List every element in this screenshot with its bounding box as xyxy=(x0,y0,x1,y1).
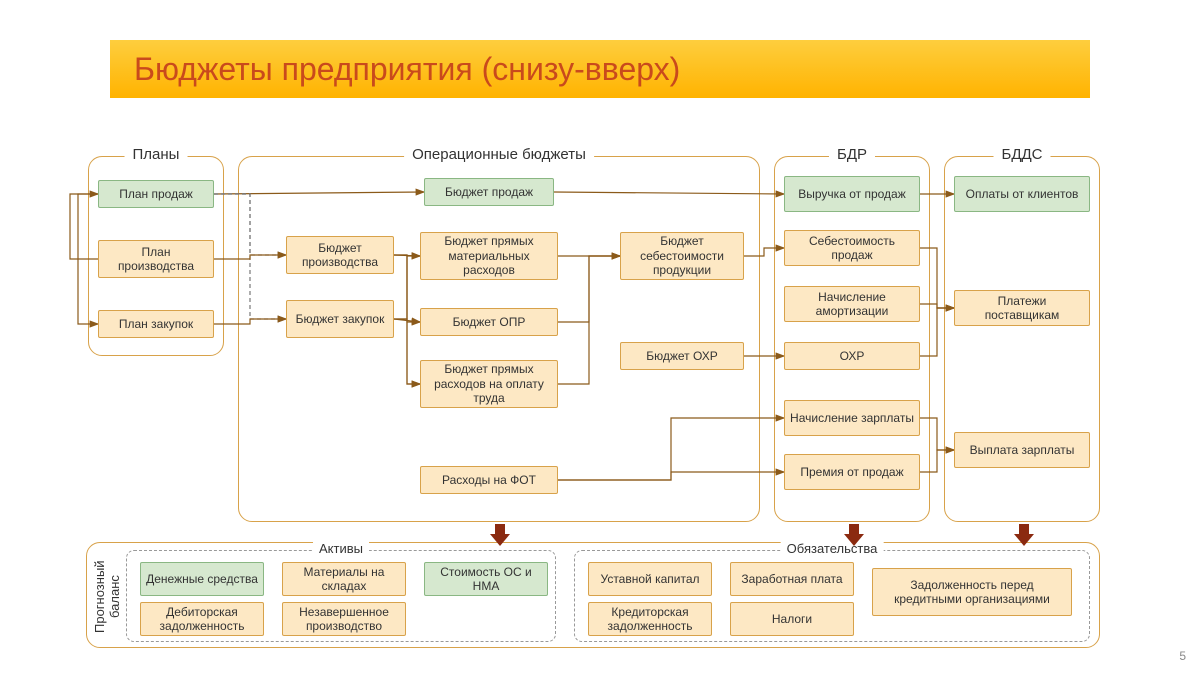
node-op_opr: Бюджет ОПР xyxy=(420,308,558,336)
group-liabilities-label: Обязательства xyxy=(781,541,884,556)
group-plans-label: Планы xyxy=(125,146,188,163)
node-bdds_cli: Оплаты от клиентов xyxy=(954,176,1090,212)
node-l_cap: Уставной капитал xyxy=(588,562,712,596)
node-bdr_ohr: ОХР xyxy=(784,342,920,370)
node-l_cred: Кредиторская задолженность xyxy=(588,602,712,636)
node-bdds_sup: Платежи поставщикам xyxy=(954,290,1090,326)
group-assets-label: Активы xyxy=(313,541,369,556)
node-op_prod: Бюджет производства xyxy=(286,236,394,274)
group-operational-label: Операционные бюджеты xyxy=(404,146,594,163)
group-bdds-label: БДДС xyxy=(994,146,1051,163)
node-a_mat: Материалы на складах xyxy=(282,562,406,596)
group-balance-label: Прогнозный баланс xyxy=(92,560,122,634)
node-bdr_amort: Начисление амортизации xyxy=(784,286,920,322)
node-op_ohr: Бюджет ОХР xyxy=(620,342,744,370)
node-l_sal: Заработная плата xyxy=(730,562,854,596)
group-bdr-label: БДР xyxy=(829,146,875,163)
node-a_os: Стоимость ОС и НМА xyxy=(424,562,548,596)
node-plan_prod: План производства xyxy=(98,240,214,278)
node-plan_buy: План закупок xyxy=(98,310,214,338)
node-op_sales: Бюджет продаж xyxy=(424,178,554,206)
node-bdr_cost: Себестоимость продаж xyxy=(784,230,920,266)
node-op_labor: Бюджет прямых расходов на оплату труда xyxy=(420,360,558,408)
node-a_deb: Дебиторская задолженность xyxy=(140,602,264,636)
node-a_wip: Незавершенное производство xyxy=(282,602,406,636)
node-bdr_prem: Премия от продаж xyxy=(784,454,920,490)
node-op_cost: Бюджет себестоимости продукции xyxy=(620,232,744,280)
node-bdr_rev: Выручка от продаж xyxy=(784,176,920,212)
slide-number: 5 xyxy=(1179,649,1186,663)
node-bdds_sal: Выплата зарплаты xyxy=(954,432,1090,468)
node-op_buy: Бюджет закупок xyxy=(286,300,394,338)
node-plan_sales: План продаж xyxy=(98,180,214,208)
slide-title: Бюджеты предприятия (снизу-вверх) xyxy=(134,51,680,88)
slide-title-bar: Бюджеты предприятия (снизу-вверх) xyxy=(110,40,1090,98)
node-bdr_sal: Начисление зарплаты xyxy=(784,400,920,436)
node-l_tax: Налоги xyxy=(730,602,854,636)
node-a_cash: Денежные средства xyxy=(140,562,264,596)
node-op_mat: Бюджет прямых материальных расходов xyxy=(420,232,558,280)
node-op_fot: Расходы на ФОТ xyxy=(420,466,558,494)
node-l_debt: Задолженность перед кредитными организац… xyxy=(872,568,1072,616)
